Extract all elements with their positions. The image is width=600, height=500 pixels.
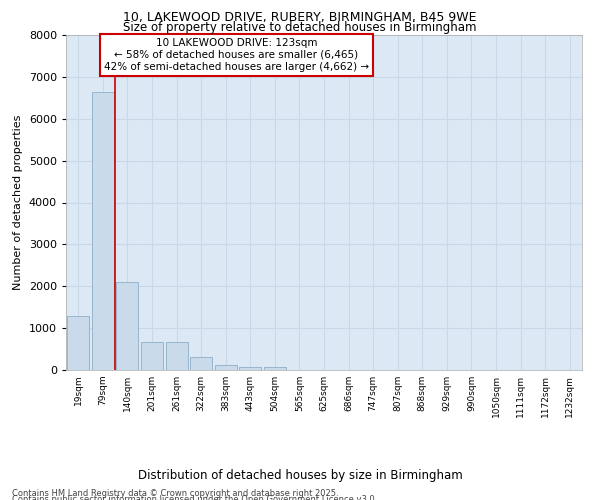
Bar: [215, 364, 237, 370]
Y-axis label: Number of detached properties: Number of detached properties: [13, 115, 23, 290]
Text: Contains HM Land Registry data © Crown copyright and database right 2025.: Contains HM Land Registry data © Crown c…: [12, 489, 338, 498]
Text: Distribution of detached houses by size in Birmingham: Distribution of detached houses by size …: [137, 470, 463, 482]
Bar: [67, 316, 89, 370]
Bar: [92, 92, 114, 370]
Bar: [190, 358, 212, 370]
Text: Size of property relative to detached houses in Birmingham: Size of property relative to detached ho…: [123, 21, 477, 34]
Text: Contains public sector information licensed under the Open Government Licence v3: Contains public sector information licen…: [12, 495, 377, 500]
Bar: [116, 282, 139, 370]
Bar: [166, 342, 188, 370]
Text: 10, LAKEWOOD DRIVE, RUBERY, BIRMINGHAM, B45 9WE: 10, LAKEWOOD DRIVE, RUBERY, BIRMINGHAM, …: [123, 11, 477, 24]
Bar: [141, 342, 163, 370]
Bar: [239, 366, 262, 370]
Bar: [264, 368, 286, 370]
Text: 10 LAKEWOOD DRIVE: 123sqm
← 58% of detached houses are smaller (6,465)
42% of se: 10 LAKEWOOD DRIVE: 123sqm ← 58% of detac…: [104, 38, 369, 72]
